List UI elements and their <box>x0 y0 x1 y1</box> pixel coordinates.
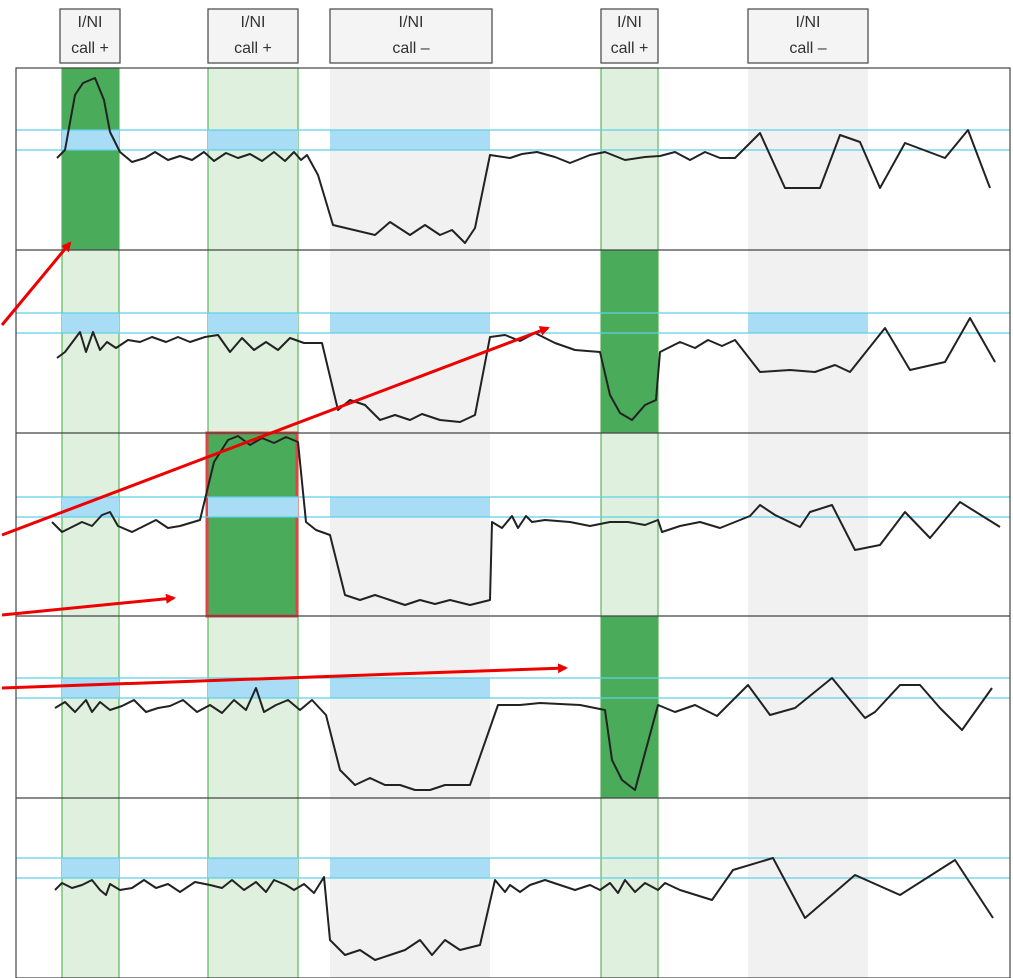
annotation-arrow <box>1 663 568 690</box>
signal-traces <box>51 77 1001 961</box>
expected-band <box>62 497 119 517</box>
column-label-box <box>59 8 121 64</box>
column-shading <box>61 67 868 978</box>
expected-band <box>330 678 490 698</box>
expected-band <box>62 858 119 878</box>
column-label-box <box>600 8 659 64</box>
annotation-arrow <box>1 593 176 617</box>
expected-band <box>330 313 490 333</box>
column-label-box <box>747 8 869 64</box>
column-label-line1: I/NI <box>796 14 821 31</box>
row-grid <box>15 67 1011 978</box>
expected-band <box>208 497 298 517</box>
signal-trace <box>56 317 996 423</box>
column-label-line1: I/NI <box>78 14 103 31</box>
expected-band <box>208 858 298 878</box>
loss-call-cell <box>601 250 658 433</box>
call-cells <box>62 68 658 798</box>
expected-band <box>330 130 490 150</box>
column-label-line1: I/NI <box>617 14 642 31</box>
negative-column-shade <box>748 68 868 978</box>
expected-band <box>62 678 119 698</box>
loss-call-cell <box>601 616 658 798</box>
gain-call-cell <box>208 433 298 616</box>
expected-band <box>62 130 119 150</box>
gain-call-cell <box>62 68 119 250</box>
expected-band <box>748 313 868 333</box>
column-label-line2: call + <box>611 40 649 57</box>
expected-band <box>330 497 490 517</box>
column-label-line2: call – <box>789 40 826 57</box>
expected-band <box>208 678 298 698</box>
signal-trace <box>56 77 991 244</box>
grid-frame <box>15 67 1011 978</box>
column-label-line2: call – <box>392 40 429 57</box>
column-label-line1: I/NI <box>399 14 424 31</box>
column-label-line1: I/NI <box>241 14 266 31</box>
column-label-line2: call + <box>71 40 109 57</box>
expected-band <box>330 858 490 878</box>
column-label-box <box>329 8 493 64</box>
annotation-arrows <box>0 241 568 690</box>
column-labels: I/NI call + I/NI call + I/NI call – I/NI call +… <box>59 8 869 64</box>
signal-trace <box>54 857 994 961</box>
annotation-arrow <box>0 241 72 326</box>
expected-band <box>62 313 119 333</box>
column-label-line2: call + <box>234 40 272 57</box>
annotation-arrow <box>1 326 550 537</box>
signal-trace <box>51 435 1001 606</box>
negative-column-shade <box>330 68 490 978</box>
signal-trace <box>54 677 993 791</box>
column-label-box <box>207 8 299 64</box>
expected-band <box>208 313 298 333</box>
expected-band <box>208 130 298 150</box>
